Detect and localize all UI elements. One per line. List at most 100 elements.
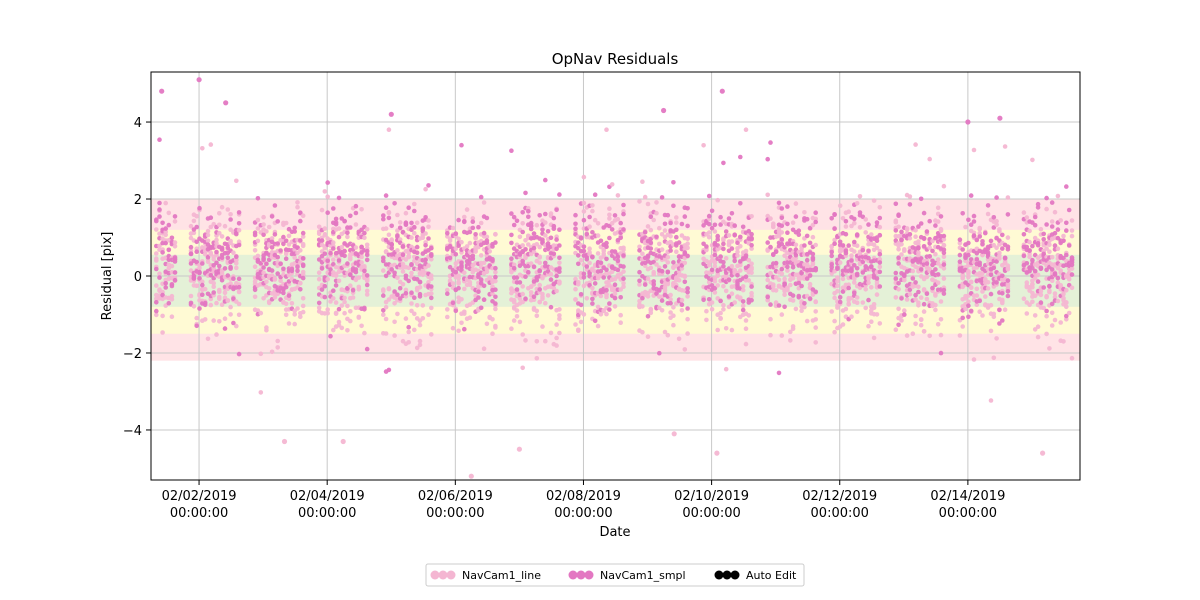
data-point-navcam1_line [935,205,941,211]
x-tick-label: 02/10/2019 [674,489,749,504]
data-point-navcam1_line [662,329,668,335]
data-point-navcam1_smpl [392,270,397,276]
data-point-navcam1_line [866,323,871,329]
data-point-navcam1_smpl [160,292,165,298]
data-point-navcam1_smpl [799,283,804,289]
data-point-navcam1_smpl [292,225,298,231]
data-point-navcam1_line [715,327,720,333]
data-point-navcam1_line [857,225,863,230]
data-point-navcam1_line [743,318,749,323]
data-point-navcam1_line [383,304,389,310]
data-point-navcam1_line [1061,233,1066,239]
data-point-navcam1_smpl [709,225,715,231]
data-point-navcam1_line [849,223,854,229]
data-point-navcam1_smpl [796,295,802,300]
data-point-navcam1_line [336,319,342,325]
data-point-navcam1_line [927,245,932,250]
data-point-navcam1_smpl [333,216,339,222]
data-point-navcam1_smpl [557,227,562,232]
data-point-navcam1_line [612,304,618,309]
data-point-navcam1_line [674,220,679,225]
data-point-navcam1_line [1044,246,1049,251]
data-point-navcam1_line [721,302,726,308]
data-point-navcam1_smpl [540,237,545,242]
data-point-navcam1_line [852,220,857,226]
data-point-navcam1_line [729,291,735,297]
data-point-navcam1_line [682,260,688,266]
data-point-navcam1_smpl [194,249,199,254]
data-point-navcam1_smpl [537,268,542,273]
data-point-navcam1_line [383,226,389,231]
data-point-navcam1_line [234,178,239,184]
data-point-navcam1_smpl [968,193,974,198]
data-point-navcam1_smpl [362,307,367,312]
data-point-navcam1_smpl [813,267,818,273]
data-point-navcam1_line [852,276,857,282]
data-point-navcam1_smpl [804,257,810,263]
data-point-navcam1_smpl [236,276,242,282]
data-point-navcam1_smpl [264,261,269,267]
data-point-navcam1_line [679,308,685,313]
data-point-navcam1_smpl [1030,257,1035,263]
data-point-navcam1_line [531,305,537,311]
data-point-navcam1_line [618,287,623,292]
data-point-navcam1_line [598,312,604,317]
data-point-navcam1_line [749,246,754,251]
data-point-navcam1_line [933,307,938,313]
data-point-navcam1_smpl [877,215,883,221]
data-point-navcam1_smpl [804,276,810,281]
data-point-navcam1_smpl [200,261,205,266]
data-point-navcam1_smpl [779,237,785,242]
data-point-navcam1_line [637,282,642,287]
data-point-navcam1_line [1027,239,1032,245]
data-point-navcam1_line [348,318,353,324]
data-point-navcam1_smpl [389,223,395,229]
data-point-navcam1_line [723,255,729,261]
data-point-navcam1_line [478,220,484,226]
data-point-navcam1_line [1044,313,1049,319]
data-point-navcam1_line [913,321,918,327]
data-point-navcam1_smpl [612,295,618,301]
data-point-navcam1_smpl [573,221,578,227]
data-point-navcam1_smpl [957,259,963,265]
data-point-navcam1_line [590,208,595,214]
data-point-navcam1_line [1069,218,1075,223]
data-point-navcam1_smpl [997,115,1003,121]
legend-frame [425,563,805,587]
data-point-navcam1_line [429,257,434,262]
data-point-navcam1_smpl [157,207,162,212]
data-point-navcam1_smpl [810,251,816,257]
data-point-navcam1_line [362,265,367,270]
data-point-navcam1_line [918,317,924,322]
data-point-navcam1_line [400,261,406,267]
data-point-navcam1_smpl [843,219,849,224]
data-point-navcam1_line [788,282,793,288]
data-point-navcam1_smpl [665,270,671,275]
data-point-navcam1_line [426,224,431,230]
data-point-navcam1_line [621,247,626,252]
data-point-navcam1_line [1069,233,1075,239]
data-point-navcam1_line [749,270,754,276]
data-point-navcam1_smpl [362,230,367,236]
data-point-navcam1_smpl [364,252,370,258]
data-point-navcam1_line [423,186,428,192]
data-point-navcam1_smpl [214,260,219,266]
data-point-navcam1_line [657,225,662,231]
data-point-navcam1_line [214,237,219,243]
data-point-navcam1_smpl [400,229,406,235]
y-tick-label: −2 [123,347,142,362]
data-point-navcam1_smpl [406,205,412,210]
data-point-navcam1_smpl [1005,244,1011,249]
data-point-navcam1_smpl [462,326,467,332]
data-point-navcam1_smpl [927,253,932,259]
data-point-navcam1_line [913,297,918,302]
data-point-navcam1_smpl [852,216,857,222]
data-point-navcam1_line [211,281,216,286]
data-point-navcam1_smpl [1049,224,1055,229]
data-point-navcam1_line [383,331,389,336]
data-point-navcam1_smpl [933,223,938,228]
legend-marker-navcam1_smpl [584,570,594,580]
data-point-navcam1_line [395,311,400,317]
data-point-navcam1_smpl [1027,248,1032,253]
data-point-navcam1_line [534,356,540,361]
